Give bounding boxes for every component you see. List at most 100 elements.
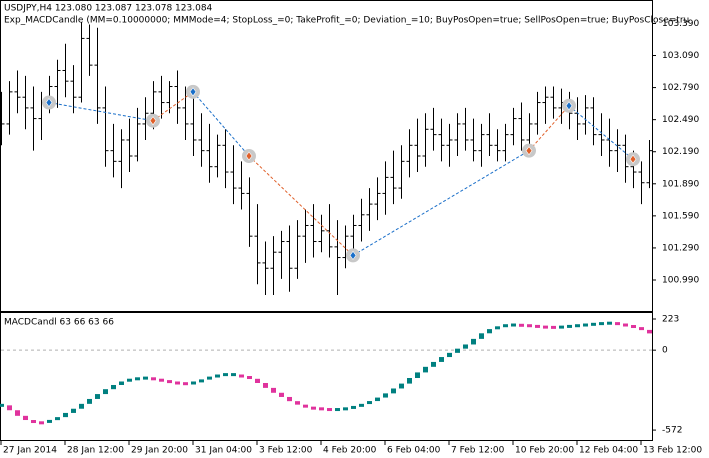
indicator-candle [423,366,428,373]
x-tick-label: 3 Feb 12:00 [259,446,313,456]
y-tick-label: 103.390 [662,19,699,29]
indicator-candle [327,408,332,412]
indicator-candle [215,374,220,378]
indicator-candle [551,325,556,329]
y-tick-label: 0 [662,346,668,356]
indicator-candle [455,348,460,353]
x-tick-label: 29 Jan 20:00 [131,446,188,456]
x-tick-label: 6 Feb 04:00 [387,446,441,456]
indicator-candle [63,412,68,418]
indicator-candle [7,405,12,411]
indicator-candle [407,378,412,384]
x-tick-label: 28 Jan 12:00 [67,446,124,456]
trade-line [528,105,570,151]
indicator-candle [647,329,652,334]
indicator-pane [0,312,653,441]
indicator-candle [495,326,500,330]
trade-marker [629,154,637,164]
indicator-candle [335,408,340,412]
y-tick-label: -572 [662,426,682,436]
indicator-candle [591,322,596,326]
trade-marker [245,151,253,161]
indicator-candle [103,389,108,395]
trade-marker [45,98,53,108]
trade-line [48,102,154,122]
trade-marker [149,116,157,126]
indicator-candle [23,415,28,421]
indicator-candle [287,396,292,402]
indicator-candle [527,324,532,328]
indicator-candle [463,344,468,349]
indicator-candle [223,373,228,377]
y-tick-label: 103.090 [662,51,699,61]
trade-marker [525,146,533,156]
indicator-candle [247,376,252,380]
indicator-candle [0,403,4,407]
indicator-candle [439,357,444,362]
indicator-candle [199,379,204,383]
indicator-candle [47,419,52,423]
indicator-candle [231,373,236,377]
indicator-candle [159,378,164,382]
indicator-candle [607,321,612,325]
y-tick-label: 223 [662,315,679,325]
y-tick-label: 102.490 [662,115,699,125]
trade-marker [189,87,197,97]
indicator-candle [399,383,404,389]
indicator-candle [543,325,548,329]
indicator-candle [311,406,316,410]
indicator-candle [343,407,348,411]
indicator-candle [575,324,580,328]
indicator-title: MACDCandl 63 66 63 66 [4,318,114,328]
indicator-candle [303,404,308,408]
x-tick-label: 10 Feb 20:00 [515,446,574,456]
indicator-candle [367,401,372,405]
indicator-candle [151,377,156,381]
indicator-candle [447,352,452,358]
indicator-candle [623,323,628,327]
indicator-candle [127,378,132,382]
indicator-candle [175,381,180,385]
y-tick-label: 101.590 [662,211,699,221]
trade-line [352,150,530,256]
trade-line [248,155,354,256]
indicator-candle [191,381,196,385]
indicator-candle [111,384,116,390]
indicator-candle [31,420,36,424]
price-pane [0,0,653,312]
y-tick-label: 102.190 [662,147,699,157]
x-tick-label: 4 Feb 20:00 [323,446,377,456]
indicator-candle [583,323,588,327]
indicator-candle [39,421,44,425]
trade-line [192,91,250,157]
indicator-candle [255,378,260,383]
indicator-candle [375,397,380,402]
indicator-candle [599,322,604,326]
indicator-candle [503,324,508,328]
indicator-candle [415,372,420,379]
trade-line [568,105,634,160]
y-tick-label: 100.990 [662,276,699,286]
x-tick-label: 12 Feb 04:00 [579,446,638,456]
indicator-candle [567,324,572,328]
y-tick-label: 101.890 [662,179,699,189]
indicator-candle [135,377,140,381]
indicator-candle [295,401,300,405]
indicator-candle [71,408,76,413]
indicator-candle [487,329,492,334]
indicator-candle [87,398,92,404]
indicator-candle [239,374,244,378]
indicator-candle [319,407,324,411]
x-tick-label: 27 Jan 2014 [3,446,57,456]
indicator-candle [55,417,60,421]
indicator-candle [639,327,644,331]
chart-title: USDJPY,H4 123.080 123.087 123.078 123.08… [4,4,213,14]
x-tick-label: 13 Feb 12:00 [643,446,702,456]
indicator-candle [279,392,284,397]
indicator-candle [351,405,356,409]
y-tick-label: 101.290 [662,243,699,253]
indicator-candle [535,324,540,328]
chart-subtitle: Exp_MACDCandle (MM=0.10000000; MMMode=4;… [4,16,689,26]
indicator-candle [167,380,172,384]
